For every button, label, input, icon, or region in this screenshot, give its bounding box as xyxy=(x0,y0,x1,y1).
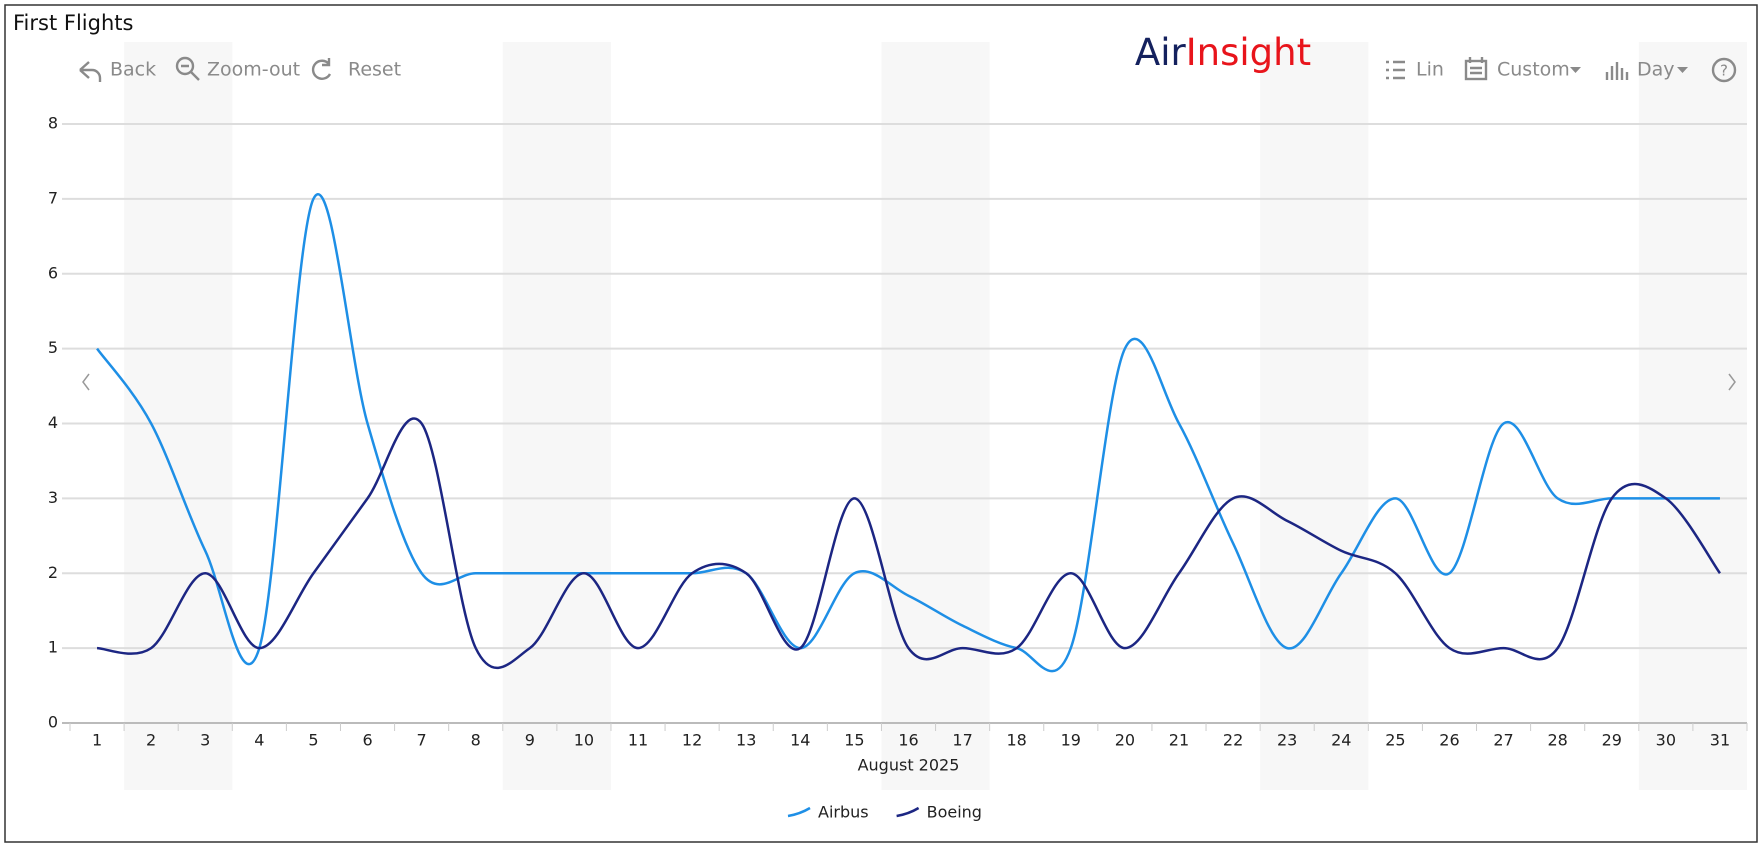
weekend-band xyxy=(1260,42,1369,790)
back-label: Back xyxy=(110,59,156,81)
calendar-icon-lines xyxy=(1468,57,1484,75)
zoom-icon xyxy=(175,56,195,76)
lin-icon xyxy=(1386,60,1405,80)
y-tick-label: 0 xyxy=(48,713,58,732)
x-tick-label: 1 xyxy=(92,731,102,750)
series-line xyxy=(96,193,1720,673)
x-tick-label: 20 xyxy=(1115,731,1135,750)
custom-button[interactable]: Custom xyxy=(1464,57,1581,81)
bars-icon xyxy=(1605,62,1629,80)
x-tick-label: 25 xyxy=(1385,731,1405,750)
reset-label: Reset xyxy=(348,59,401,81)
x-tick-label: 8 xyxy=(471,731,481,750)
weekend-band xyxy=(124,42,233,790)
help-circle xyxy=(1711,57,1737,83)
x-tick-label: 15 xyxy=(844,731,864,750)
caret xyxy=(1677,67,1688,73)
x-tick-label: 9 xyxy=(525,731,535,750)
x-tick-label: 6 xyxy=(362,731,372,750)
y-tick-label: 6 xyxy=(48,263,58,282)
x-tick-label: 2 xyxy=(146,731,156,750)
x-tick-label: 24 xyxy=(1331,731,1351,750)
back-button[interactable]: Back xyxy=(79,59,156,83)
x-tick-label: 30 xyxy=(1656,731,1676,750)
x-tick-label: 31 xyxy=(1710,731,1730,750)
weekend-band xyxy=(881,42,990,790)
help-label: ? xyxy=(1720,62,1728,80)
y-tick-label: 2 xyxy=(48,563,58,582)
custom-label: Custom xyxy=(1497,59,1570,81)
x-tick-label: 27 xyxy=(1493,731,1513,750)
x-tick-label: 21 xyxy=(1169,731,1189,750)
y-tick-label: 1 xyxy=(48,638,58,657)
x-tick-label: 19 xyxy=(1061,731,1081,750)
zoom-out-label: Zoom-out xyxy=(207,59,300,81)
legend-swatch xyxy=(896,806,920,818)
x-tick-label: 22 xyxy=(1223,731,1243,750)
x-axis-label: August 2025 xyxy=(858,756,960,775)
lin-button[interactable]: Lin xyxy=(1386,59,1444,81)
day-label: Day xyxy=(1637,59,1675,81)
x-tick-label: 26 xyxy=(1439,731,1459,750)
legend-item[interactable]: Airbus xyxy=(787,803,869,822)
x-tick-label: 4 xyxy=(254,731,264,750)
x-tick-label: 5 xyxy=(308,731,318,750)
x-tick-label: 14 xyxy=(790,731,810,750)
x-tick-label: 23 xyxy=(1277,731,1297,750)
legend-swatch xyxy=(787,806,811,818)
x-tick-label: 13 xyxy=(736,731,756,750)
series-line xyxy=(96,417,1721,670)
y-tick-label: 4 xyxy=(48,413,58,432)
y-tick-label: 5 xyxy=(48,338,58,357)
x-tick-label: 29 xyxy=(1602,731,1622,750)
legend-label: Airbus xyxy=(818,803,869,822)
lin-label: Lin xyxy=(1416,59,1444,81)
x-tick-label: 3 xyxy=(200,731,210,750)
back-icon xyxy=(79,61,102,82)
help-button[interactable]: ? xyxy=(1711,57,1737,83)
zoom-icon-lines xyxy=(181,64,200,81)
nav-prev[interactable] xyxy=(82,373,90,391)
x-tick-label: 12 xyxy=(682,731,702,750)
widget-title: First Flights xyxy=(13,11,133,35)
legend-item[interactable]: Boeing xyxy=(896,803,982,822)
reset-icon xyxy=(311,58,332,80)
weekend-band xyxy=(1638,42,1747,790)
x-tick-label: 7 xyxy=(417,731,427,750)
legend-label: Boeing xyxy=(927,803,982,822)
x-tick-label: 10 xyxy=(574,731,594,750)
y-tick-label: 8 xyxy=(48,114,58,133)
zoom-out-button[interactable]: Zoom-out xyxy=(175,56,300,81)
x-tick-label: 16 xyxy=(898,731,918,750)
day-button[interactable]: Day xyxy=(1605,59,1688,81)
x-tick-label: 17 xyxy=(952,731,972,750)
y-tick-label: 7 xyxy=(48,188,58,207)
caret xyxy=(1570,67,1581,73)
logo: AirInsight xyxy=(1135,31,1311,74)
x-tick-label: 18 xyxy=(1007,731,1027,750)
x-tick-label: 11 xyxy=(628,731,648,750)
weekend-band xyxy=(502,42,611,790)
calendar-icon xyxy=(1464,59,1488,81)
reset-button[interactable]: Reset xyxy=(311,58,401,81)
nav-next[interactable] xyxy=(1728,373,1736,391)
x-tick-label: 28 xyxy=(1547,731,1567,750)
y-tick-label: 3 xyxy=(48,488,58,507)
